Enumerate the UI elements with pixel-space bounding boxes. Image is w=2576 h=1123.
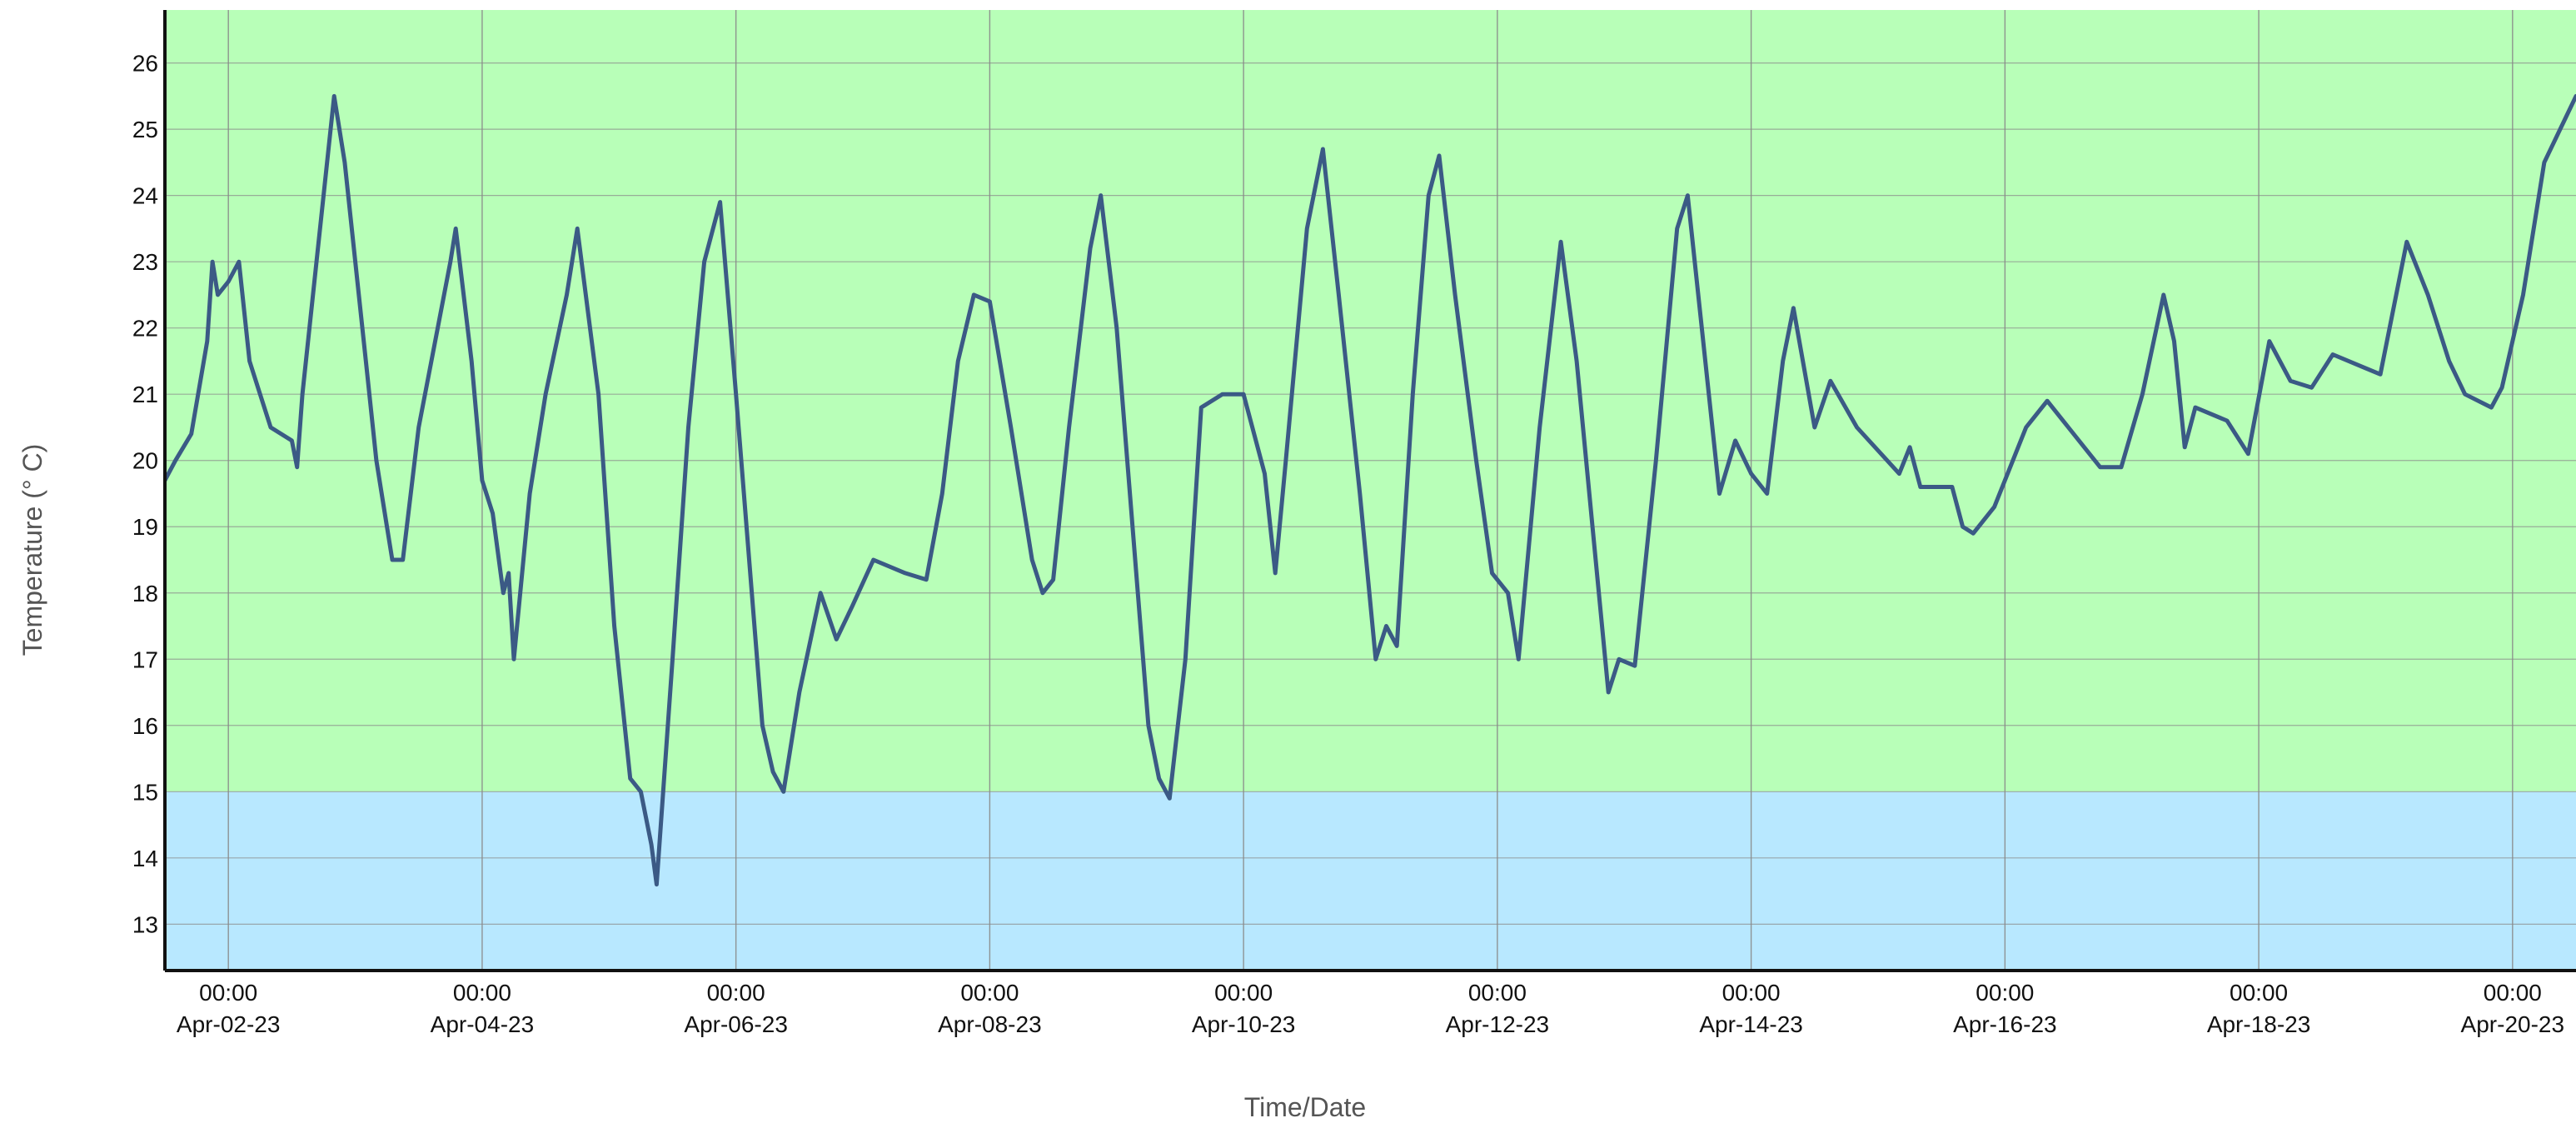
y-tick-label: 22 bbox=[132, 316, 158, 342]
y-tick-labels: 13 14 15 16 17 18 19 20 21 22 23 24 25 26 bbox=[132, 51, 158, 938]
x-tick-time: 00:00 bbox=[960, 980, 1019, 1006]
y-tick-label: 15 bbox=[132, 779, 158, 805]
x-tick-time: 00:00 bbox=[1976, 980, 2034, 1006]
y-tick-label: 17 bbox=[132, 646, 158, 672]
band-1 bbox=[165, 791, 2576, 971]
x-tick-time: 00:00 bbox=[199, 980, 257, 1006]
x-tick-date: Apr-14-23 bbox=[1699, 1011, 1803, 1037]
x-tick-date: Apr-20-23 bbox=[2461, 1011, 2565, 1037]
y-tick-label: 26 bbox=[132, 51, 158, 77]
series-line-0 bbox=[165, 93, 2576, 887]
x-tick-date: Apr-08-23 bbox=[938, 1011, 1042, 1037]
x-tick-labels: 00:00 Apr-02-23 00:00 Apr-04-23 00:00 Apr-06-… bbox=[177, 980, 2564, 1037]
y-tick-label: 25 bbox=[132, 117, 158, 142]
y-tick-label: 14 bbox=[132, 846, 158, 871]
x-tick-time: 00:00 bbox=[707, 980, 765, 1006]
x-tick-time: 00:00 bbox=[453, 980, 511, 1006]
x-tick-time: 00:00 bbox=[2230, 980, 2288, 1006]
y-tick-label: 20 bbox=[132, 448, 158, 474]
x-tick-time: 00:00 bbox=[2484, 980, 2542, 1006]
x-tick-time: 00:00 bbox=[1468, 980, 1527, 1006]
y-tick-label: 16 bbox=[132, 713, 158, 739]
x-tick-date: Apr-18-23 bbox=[2207, 1011, 2311, 1037]
band-0 bbox=[165, 10, 2576, 792]
x-tick-time: 00:00 bbox=[1214, 980, 1273, 1006]
x-tick-date: Apr-12-23 bbox=[1446, 1011, 1550, 1037]
x-tick-date: Apr-04-23 bbox=[431, 1011, 535, 1037]
y-axis-title: Temperature (° C) bbox=[17, 444, 47, 656]
y-tick-label: 23 bbox=[132, 249, 158, 275]
y-tick-label: 13 bbox=[132, 911, 158, 937]
series-layer bbox=[165, 93, 2576, 887]
x-axis-title: Time/Date bbox=[1244, 1092, 1366, 1122]
axes bbox=[163, 10, 2576, 972]
x-tick-date: Apr-06-23 bbox=[684, 1011, 788, 1037]
y-tick-label: 21 bbox=[132, 382, 158, 407]
x-tick-date: Apr-16-23 bbox=[1953, 1011, 2057, 1037]
threshold-bands bbox=[165, 10, 2576, 971]
x-tick-time: 00:00 bbox=[1722, 980, 1781, 1006]
y-tick-label: 18 bbox=[132, 581, 158, 606]
y-tick-label: 19 bbox=[132, 514, 158, 540]
gridlines bbox=[165, 10, 2576, 971]
x-tick-date: Apr-02-23 bbox=[177, 1011, 281, 1037]
y-tick-label: 24 bbox=[132, 183, 158, 209]
x-tick-date: Apr-10-23 bbox=[1192, 1011, 1296, 1037]
